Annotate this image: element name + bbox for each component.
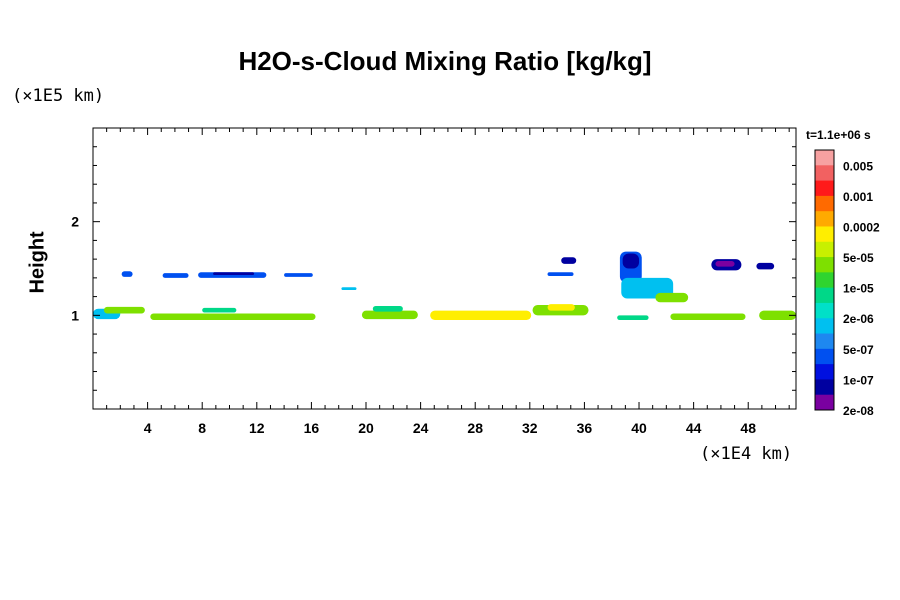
colorbar-swatch [815, 318, 834, 335]
colorbar-swatch [815, 180, 834, 197]
colorbar-swatch [815, 394, 834, 411]
colorbar-label: 5e-07 [843, 343, 874, 357]
colorbar-swatch [815, 226, 834, 243]
cloud-region-12 [121, 271, 133, 277]
colorbar: 0.005 0.001 0.0002 5e-05 1e-05 2e-06 5e-07 1e-0… [814, 149, 880, 418]
y-unit-label: (×1E5 km) [12, 86, 105, 106]
cloud-region-16 [284, 273, 313, 277]
cloud-region-11 [759, 310, 796, 321]
colorbar-swatch [815, 257, 834, 273]
colorbar-label: 0.005 [843, 159, 873, 173]
colorbar-swatch [815, 287, 834, 304]
colorbar-frame [814, 149, 835, 411]
y-tick-label: 1 [71, 307, 79, 323]
cloud-region-18 [547, 272, 574, 276]
colorbar-swatch [815, 364, 834, 380]
colorbar-label: 1e-05 [843, 282, 874, 296]
x-tick-label: 28 [467, 420, 483, 436]
colorbar-swatch [815, 302, 834, 319]
x-tick-label: 16 [304, 420, 320, 436]
cloud-region-5 [372, 305, 403, 312]
cloud-region-19 [561, 257, 577, 264]
cloud-regions [93, 251, 796, 321]
x-tick-label: 44 [686, 420, 702, 436]
x-tick-label: 36 [577, 420, 593, 436]
x-tick-label: 20 [358, 420, 374, 436]
plot-frame [92, 127, 797, 410]
x-tick-label: 4 [144, 420, 152, 436]
colorbar-label: 5e-05 [843, 251, 874, 265]
cloud-region-15 [213, 272, 255, 276]
cloud-region-17 [341, 287, 357, 291]
x-tick-label: 32 [522, 420, 538, 436]
cloud-region-25 [715, 261, 735, 267]
colorbar-swatch [815, 150, 834, 166]
cloud-region-26 [756, 262, 775, 270]
cloud-region-13 [162, 273, 189, 278]
colorbar-label: 0.0002 [843, 220, 880, 234]
time-label: t=1.1e+06 s [806, 128, 871, 142]
cloud-region-23 [655, 292, 689, 303]
x-unit-label: (×1E4 km) [700, 444, 793, 464]
x-tick-label: 12 [249, 420, 265, 436]
colorbar-swatch [815, 333, 834, 350]
colorbar-swatch [815, 348, 834, 365]
colorbar-label: 0.001 [843, 190, 873, 204]
x-tick-label: 24 [413, 420, 429, 436]
colorbar-swatch [815, 195, 834, 212]
cloud-region-4 [361, 310, 418, 320]
cloud-region-2 [150, 313, 316, 321]
cloud-region-6 [430, 310, 532, 321]
colorbar-swatch [815, 272, 834, 289]
x-tick-label: 48 [740, 420, 756, 436]
colorbar-label: 2e-06 [843, 312, 874, 326]
colorbar-label: 2e-08 [843, 404, 874, 418]
colorbar-label: 1e-07 [843, 373, 874, 387]
colorbar-swatch [815, 379, 834, 396]
cloud-region-9 [617, 315, 649, 321]
colorbar-swatch [815, 165, 834, 182]
cloud-region-1 [103, 306, 145, 314]
colorbar-swatch [815, 211, 834, 227]
chart-title: H2O-s-Cloud Mixing Ratio [kg/kg] [238, 46, 652, 76]
x-tick-label: 8 [198, 420, 206, 436]
y-tick-label: 2 [71, 214, 79, 230]
cloud-region-8 [547, 304, 575, 311]
cloud-region-21 [622, 253, 640, 269]
colorbar-swatch [815, 241, 834, 258]
cloud-region-10 [670, 313, 746, 321]
cloud-region-3 [202, 307, 237, 313]
x-tick-label: 40 [631, 420, 647, 436]
